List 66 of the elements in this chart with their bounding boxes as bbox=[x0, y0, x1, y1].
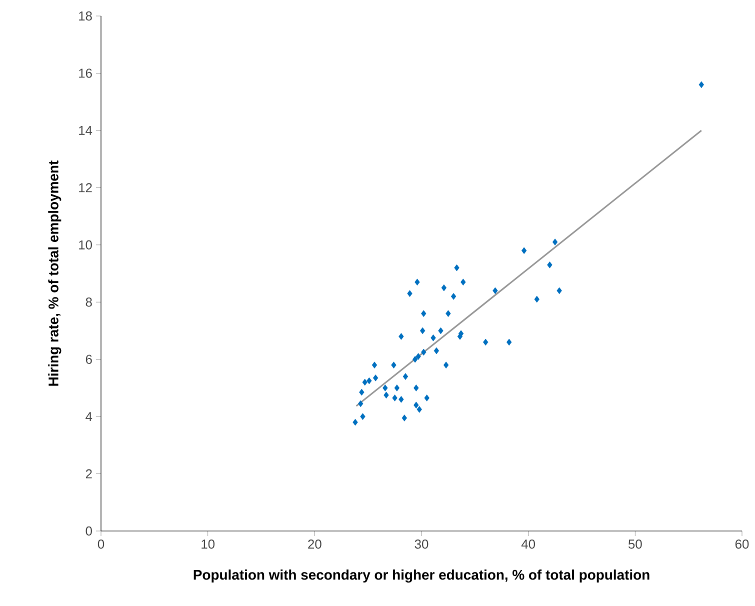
point bbox=[441, 284, 447, 292]
point bbox=[506, 338, 512, 346]
point bbox=[360, 413, 366, 420]
y-tick-label: 12 bbox=[79, 183, 92, 192]
y-tick-label: 18 bbox=[79, 11, 92, 21]
point bbox=[450, 293, 456, 300]
y-tick-label: 14 bbox=[79, 126, 92, 135]
point bbox=[446, 310, 451, 317]
point bbox=[392, 394, 398, 402]
point bbox=[391, 362, 396, 368]
point bbox=[421, 348, 426, 356]
point bbox=[402, 373, 408, 380]
point bbox=[414, 384, 419, 392]
point bbox=[358, 400, 364, 408]
point bbox=[394, 384, 400, 392]
point bbox=[534, 296, 540, 303]
point bbox=[421, 310, 426, 317]
point bbox=[407, 290, 412, 297]
point bbox=[372, 362, 378, 368]
y-axis-title: Hiring rate, % of total employment bbox=[48, 160, 62, 386]
point bbox=[556, 287, 562, 294]
point bbox=[398, 333, 404, 340]
point bbox=[434, 347, 440, 354]
point bbox=[359, 388, 364, 396]
point bbox=[416, 406, 422, 413]
point bbox=[430, 334, 436, 342]
point bbox=[412, 356, 418, 363]
point bbox=[420, 327, 426, 334]
point bbox=[414, 278, 420, 286]
y-tick-label: 2 bbox=[86, 469, 92, 478]
x-tick-label: 50 bbox=[628, 540, 642, 549]
point bbox=[414, 402, 419, 408]
point bbox=[424, 394, 430, 402]
point bbox=[483, 338, 488, 346]
y-tick-label: 0 bbox=[86, 526, 92, 536]
point bbox=[552, 238, 558, 246]
point bbox=[492, 287, 498, 294]
x-tick-label: 40 bbox=[521, 540, 536, 549]
point bbox=[372, 374, 378, 382]
point bbox=[398, 396, 404, 403]
point bbox=[352, 418, 358, 426]
point bbox=[457, 333, 463, 340]
point bbox=[366, 377, 372, 384]
point bbox=[362, 378, 368, 386]
point bbox=[443, 362, 449, 368]
y-tick-label: 6 bbox=[86, 354, 92, 364]
y-tick-label: 16 bbox=[79, 68, 92, 78]
point bbox=[547, 262, 552, 268]
x-tick-label: 10 bbox=[202, 540, 215, 549]
point bbox=[382, 384, 388, 392]
x-tick-label: 60 bbox=[735, 540, 749, 549]
x-axis-title: Population with secondary or higher education, % of total population bbox=[194, 570, 650, 583]
y-tick-label: 4 bbox=[86, 412, 92, 422]
point bbox=[521, 247, 527, 254]
x-tick-label: 0 bbox=[98, 540, 104, 549]
point bbox=[460, 278, 466, 286]
x-tick-label: 20 bbox=[308, 540, 322, 549]
y-tick-label: 8 bbox=[86, 298, 92, 307]
y-tick-label: 10 bbox=[79, 240, 92, 250]
point bbox=[438, 327, 444, 334]
point bbox=[384, 392, 389, 398]
point bbox=[402, 414, 407, 422]
point bbox=[698, 81, 704, 88]
point bbox=[454, 264, 460, 272]
point bbox=[416, 353, 421, 360]
x-tick-label: 30 bbox=[414, 540, 428, 549]
